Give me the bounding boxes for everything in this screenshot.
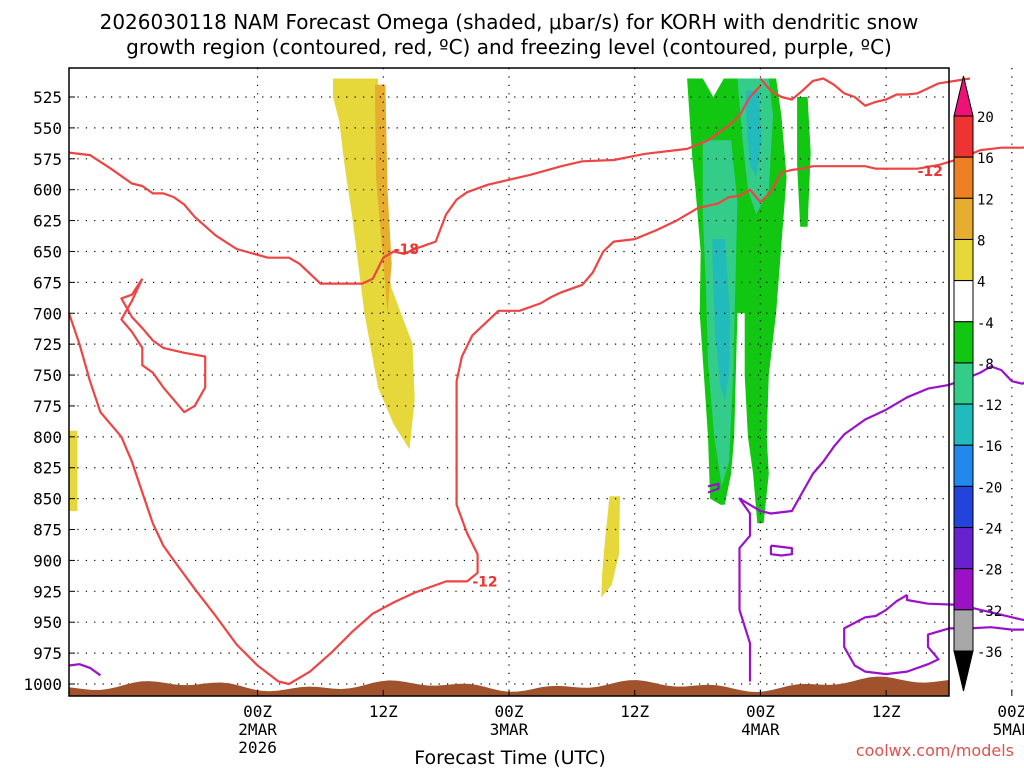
contour-label-0: -18 [394,242,419,258]
colorbar-bin [953,444,974,487]
colorbar-label: -24 [977,522,1002,538]
colorbar-label: 16 [977,151,994,167]
omega-region-2 [69,430,78,511]
plot-background [69,68,949,696]
omega-region-0 [333,78,415,450]
purple-contour-4 [707,482,720,494]
y-tick-label: 850 [33,490,62,509]
colorbar-bin [953,362,974,405]
colorbar-label: 20 [977,110,994,126]
colorbar-bin [953,609,974,652]
colorbar-bin [953,238,974,282]
omega-region-3 [601,496,620,598]
x-tick-label: 00Z [495,702,524,721]
y-tick-label: 600 [33,181,62,200]
colorbar-label: 8 [977,233,985,249]
y-tick-label: 525 [33,88,62,107]
y-tick-label: 900 [33,551,62,570]
y-tick-label: 700 [33,304,62,323]
y-tick-label: 875 [33,521,62,540]
y-tick-label: 625 [33,212,62,231]
red-contour-3 [759,77,971,107]
colorbar-label: -20 [977,480,1002,496]
plot-area: -18 -12 -12 [67,67,1024,697]
x-tick-year: 2026 [238,738,277,757]
y-tick-label: 675 [33,273,62,292]
omega-region-5 [797,97,811,227]
x-tick-label: 12Z [620,702,649,721]
red-contour-2 [120,278,207,414]
red-contour-0 [68,85,762,285]
terrain-layer [69,673,949,696]
colorbar-label: -8 [977,357,994,373]
x-tick-label: 12Z [872,702,901,721]
y-tick-label: 925 [33,582,62,601]
y-tick-label: 550 [33,119,62,138]
colorbar: 20 16 12 8 4 -4 -8 -12 -16 -20 -24 -28 -32 -36 [953,75,1002,692]
colorbar-bin [953,321,974,364]
red-contour-1 [67,146,1024,686]
y-tick-label: 975 [33,644,62,663]
contour-layer [67,77,1024,686]
omega-region-9 [745,90,762,178]
colorbar-label: 4 [977,275,985,291]
colorbar-label: -4 [977,316,994,332]
colorbar-bin [953,485,974,529]
colorbar-bin [953,197,974,240]
colorbar-bin [953,568,974,611]
purple-contour-1 [738,365,1024,682]
purple-contour-0 [68,663,102,677]
x-tick-label: 00Z [746,702,775,721]
y-tick-label: 800 [33,428,62,447]
terrain-fill [69,673,949,696]
colorbar-label: -16 [977,439,1002,455]
omega-shading-layer [69,78,811,598]
colorbar-bin [953,403,974,446]
contour-label-1: -12 [472,574,497,590]
colorbar-label: -36 [977,645,1002,661]
purple-contour-2 [843,594,1024,676]
x-tick-date: 5MAR [993,720,1024,739]
contour-label-layer: -18 -12 -12 [394,164,943,590]
x-tick-date: 4MAR [741,720,780,739]
chart-title-line2: growth region (contoured, red, ºC) and f… [126,35,892,59]
x-tick-date: 2MAR [238,720,277,739]
y-tick-label: 650 [33,242,62,261]
colorbar-bin [953,527,974,570]
y-tick-label: 725 [33,335,62,354]
colorbar-label: -32 [977,604,1002,620]
x-tick-label: 00Z [997,702,1024,721]
contour-label-2: -12 [918,164,943,180]
y-tick-label: 750 [33,366,62,385]
x-tick-date: 3MAR [490,720,529,739]
chart-title-line1: 2026030118 NAM Forecast Omega (shaded, μ… [100,10,919,34]
x-tick-label: 12Z [369,702,398,721]
colorbar-top-arrow [953,75,974,117]
colorbar-bottom-arrow [953,650,974,692]
x-tick-label: 00Z [243,702,272,721]
omega-region-8 [712,239,730,400]
colorbar-bin [953,280,974,323]
x-axis-label: Forecast Time (UTC) [414,747,605,768]
site-credit: coolwx.com/models [856,741,1014,760]
colorbar-bin [953,156,974,199]
colorbar-bin [953,115,974,158]
y-tick-label: 950 [33,613,62,632]
colorbar-label: 12 [977,192,994,208]
y-tick-label: 775 [33,397,62,416]
colorbar-label: -12 [977,398,1002,414]
y-tick-label: 1000 [23,675,62,694]
purple-contour-3 [769,544,794,557]
colorbar-label: -28 [977,563,1002,579]
y-tick-label: 575 [33,150,62,169]
y-axis: 525 550 575 600 625 650 675 700 725 750 775 800 825 8… [23,88,75,694]
y-tick-label: 825 [33,459,62,478]
